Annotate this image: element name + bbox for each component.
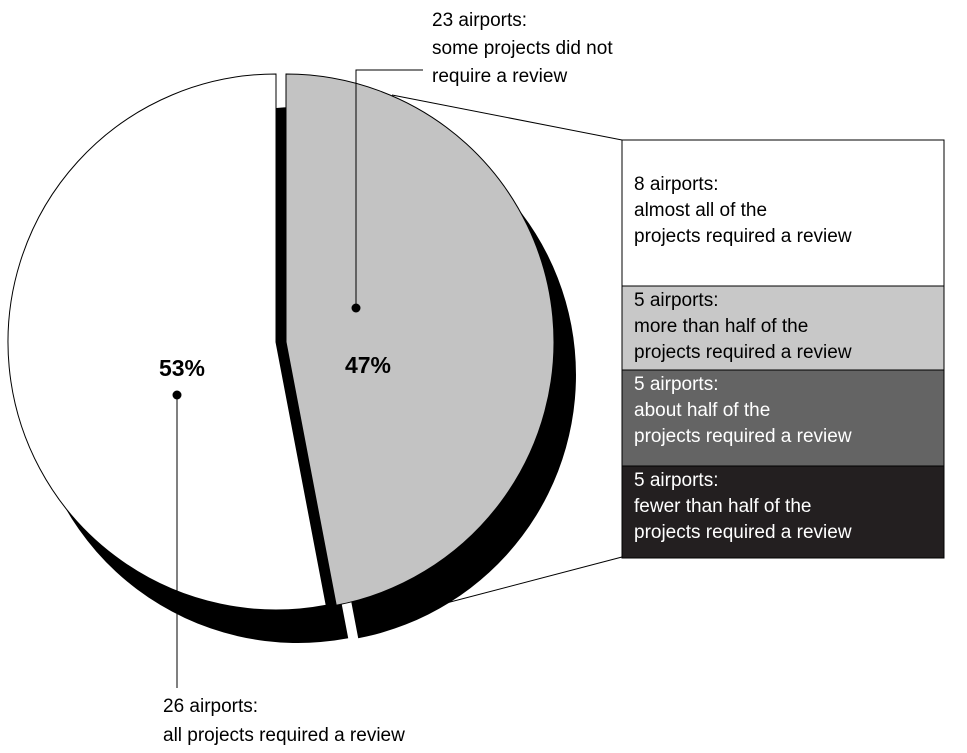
- breakdown-almost-all-line-2: almost all of the: [634, 200, 767, 221]
- breakdown-about-half-line-3: projects required a review: [634, 426, 852, 447]
- breakdown-fewer-than-half-line-3: projects required a review: [634, 522, 852, 543]
- slice-some-callout-line-2: some projects did not: [432, 38, 613, 59]
- breakdown-about-half-line-2: about half of the: [634, 400, 770, 421]
- breakdown-more-than-half-line-3: projects required a review: [634, 342, 852, 363]
- breakdown-box-almost-all: [621, 139, 945, 287]
- breakdown-connector-top: [391, 94, 623, 141]
- breakdown-almost-all-line-3: projects required a review: [634, 226, 852, 247]
- slice-some-callout-line-1: 23 airports:: [432, 10, 527, 31]
- breakdown-almost-all-line-1: 8 airports:: [634, 174, 718, 195]
- breakdown-more-than-half-line-1: 5 airports:: [634, 290, 718, 311]
- breakdown-about-half-line-1: 5 airports:: [634, 374, 718, 395]
- slice-some-callout-line-3: require a review: [432, 66, 567, 87]
- slice-all-callout-line-2: all projects required a review: [163, 725, 405, 746]
- slice-all-callout-line-1: 26 airports:: [163, 696, 258, 717]
- slice-some: [285, 73, 555, 606]
- breakdown-box-fewer-than-half: [621, 465, 945, 559]
- pie-marks: 53% 47% 23 airports: some projects did not r…: [7, 10, 945, 746]
- breakdown-more-than-half-line-2: more than half of the: [634, 316, 808, 337]
- slice-some-callout-line: [355, 69, 423, 308]
- breakdown-fewer-than-half-line-1: 5 airports:: [634, 470, 718, 491]
- slice-all-percent-label: 53%: [159, 355, 205, 381]
- breakdown-fewer-than-half-line-2: fewer than half of the: [634, 496, 811, 517]
- slice-some-percent-label: 47%: [345, 352, 391, 378]
- breakdown-connector-bottom: [430, 556, 623, 608]
- slice-all: [7, 73, 327, 611]
